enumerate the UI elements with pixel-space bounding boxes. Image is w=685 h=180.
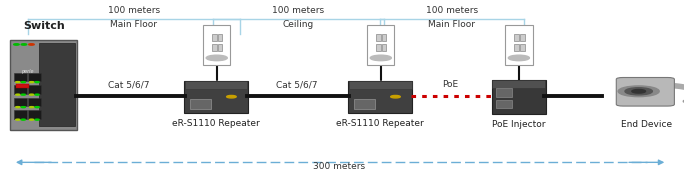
FancyBboxPatch shape (203, 25, 230, 65)
Text: Ceiling: Ceiling (282, 20, 314, 29)
FancyBboxPatch shape (353, 99, 375, 109)
Circle shape (21, 119, 25, 120)
Circle shape (16, 82, 20, 83)
FancyBboxPatch shape (16, 84, 29, 88)
FancyBboxPatch shape (28, 73, 40, 81)
FancyBboxPatch shape (514, 44, 519, 51)
FancyBboxPatch shape (14, 110, 27, 119)
Circle shape (21, 44, 27, 45)
FancyBboxPatch shape (520, 44, 525, 51)
FancyBboxPatch shape (14, 98, 27, 106)
Circle shape (508, 55, 530, 61)
FancyBboxPatch shape (492, 80, 545, 114)
FancyBboxPatch shape (506, 25, 532, 65)
Circle shape (227, 95, 236, 98)
FancyBboxPatch shape (382, 33, 386, 41)
FancyBboxPatch shape (14, 73, 27, 81)
FancyBboxPatch shape (514, 33, 519, 41)
Text: Main Floor: Main Floor (110, 20, 158, 29)
Text: 100 meters: 100 meters (426, 6, 478, 15)
FancyBboxPatch shape (348, 81, 412, 113)
Circle shape (21, 82, 25, 83)
Text: Cat 5/6/7: Cat 5/6/7 (108, 80, 150, 89)
Text: Main Floor: Main Floor (428, 20, 475, 29)
FancyBboxPatch shape (616, 78, 675, 106)
Circle shape (29, 82, 34, 83)
Circle shape (35, 82, 39, 83)
Text: eR-S1110 Repeater: eR-S1110 Repeater (336, 120, 424, 129)
FancyBboxPatch shape (349, 81, 412, 89)
Circle shape (683, 99, 685, 103)
Text: 100 meters: 100 meters (108, 6, 160, 15)
FancyBboxPatch shape (367, 25, 395, 65)
Text: PoE Injector: PoE Injector (492, 120, 546, 129)
FancyBboxPatch shape (497, 100, 512, 108)
FancyBboxPatch shape (184, 81, 248, 113)
Circle shape (16, 119, 20, 120)
FancyBboxPatch shape (376, 33, 381, 41)
FancyBboxPatch shape (382, 44, 386, 51)
Text: 300 meters: 300 meters (313, 162, 365, 171)
Circle shape (206, 55, 227, 61)
FancyBboxPatch shape (376, 44, 381, 51)
Circle shape (14, 44, 19, 45)
Circle shape (29, 119, 34, 120)
FancyBboxPatch shape (218, 33, 223, 41)
Text: Cat 5/6/7: Cat 5/6/7 (276, 80, 317, 89)
Text: End Device: End Device (621, 120, 672, 129)
FancyBboxPatch shape (190, 99, 210, 109)
Circle shape (35, 107, 39, 108)
Circle shape (618, 86, 659, 97)
FancyBboxPatch shape (40, 43, 75, 126)
FancyBboxPatch shape (28, 85, 40, 94)
Circle shape (35, 119, 39, 120)
FancyBboxPatch shape (497, 88, 512, 96)
Circle shape (21, 94, 25, 95)
Text: PoE: PoE (443, 80, 458, 89)
Text: 100 meters: 100 meters (272, 6, 324, 15)
Circle shape (29, 107, 34, 108)
FancyBboxPatch shape (28, 98, 40, 106)
Text: eR-S1110 Repeater: eR-S1110 Repeater (172, 120, 260, 129)
Text: Switch: Switch (23, 21, 64, 31)
FancyBboxPatch shape (14, 85, 27, 94)
Circle shape (625, 88, 652, 95)
FancyBboxPatch shape (212, 44, 216, 51)
Circle shape (35, 94, 39, 95)
FancyBboxPatch shape (184, 81, 247, 89)
Circle shape (632, 89, 645, 93)
FancyBboxPatch shape (520, 33, 525, 41)
FancyBboxPatch shape (493, 80, 545, 88)
FancyBboxPatch shape (212, 33, 216, 41)
Circle shape (16, 94, 20, 95)
Circle shape (21, 107, 25, 108)
FancyBboxPatch shape (10, 40, 77, 130)
FancyBboxPatch shape (28, 110, 40, 119)
Text: perle: perle (21, 69, 34, 74)
Circle shape (16, 107, 20, 108)
FancyBboxPatch shape (218, 44, 223, 51)
Circle shape (390, 95, 400, 98)
Circle shape (29, 44, 34, 45)
Circle shape (371, 55, 391, 61)
Circle shape (29, 94, 34, 95)
